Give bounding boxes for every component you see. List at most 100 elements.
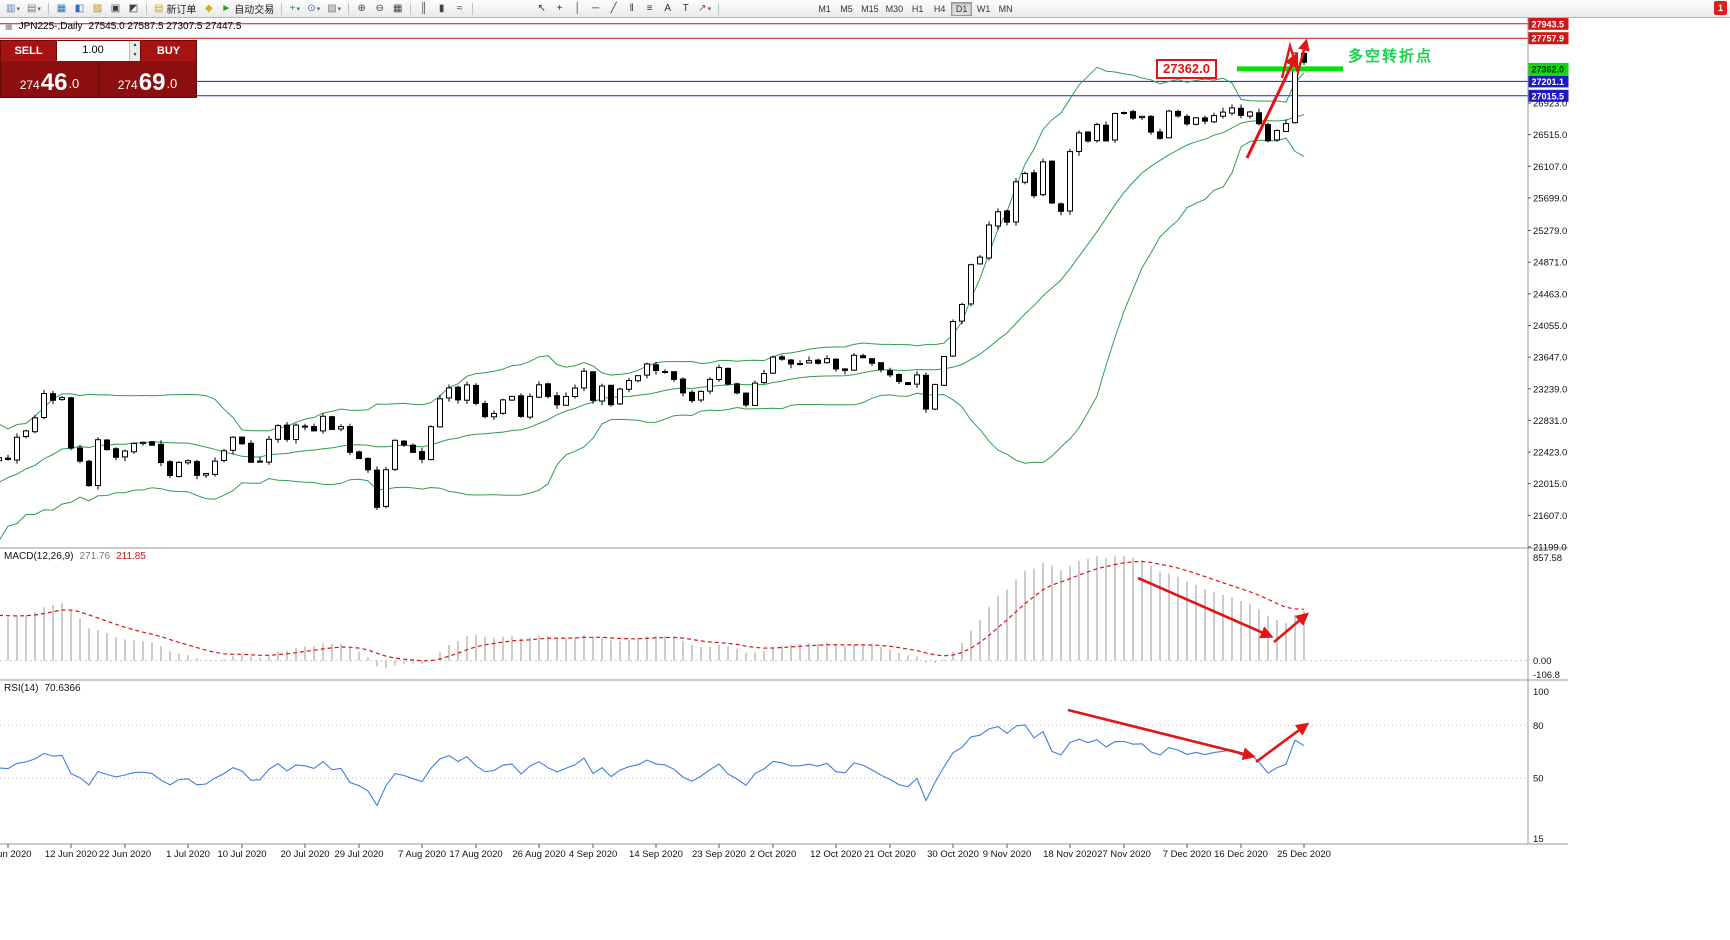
timeframe-d1[interactable]: D1 (951, 1, 973, 16)
metaeditor-icon-glyph: ◆ (205, 3, 213, 14)
arrows-icon[interactable]: ↗ ▾ (695, 1, 714, 16)
timeframe-w1[interactable]: W1 (976, 3, 991, 14)
fibonacci-icon-glyph: ≡ (646, 3, 653, 14)
timeframe-h1[interactable]: H1 (911, 3, 924, 14)
toolbar-separator (281, 2, 283, 15)
svg-text:1 Jul 2020: 1 Jul 2020 (166, 849, 210, 860)
buy-button[interactable]: BUY (140, 41, 196, 61)
navigator-icon[interactable]: ▨ (89, 1, 106, 16)
buy-price[interactable]: 274 69 .0 (99, 61, 196, 97)
fibonacci-icon[interactable]: ≡ (641, 1, 658, 16)
metaeditor-icon[interactable]: ◆ (200, 1, 217, 16)
rsi-name: RSI(14) (4, 683, 39, 694)
new-order-button[interactable]: ▤ 新订单 (151, 1, 199, 16)
new-chart-icon[interactable]: ▥ ▾ (3, 1, 23, 16)
svg-text:26107.0: 26107.0 (1533, 162, 1567, 173)
price-flag-label[interactable]: 27362.0 (1156, 59, 1217, 79)
data-window-icon[interactable]: ◧ (71, 1, 88, 16)
dropdown-caret-icon[interactable]: ▾ (296, 5, 300, 13)
market-watch-icon[interactable]: ▦ (53, 1, 70, 16)
volume-value[interactable]: 1.00 (82, 44, 104, 56)
timeframe-m30[interactable]: M30 (885, 3, 904, 14)
turning-point-note[interactable]: 多空转折点 (1348, 48, 1434, 65)
volume-down-icon[interactable]: ▾ (130, 51, 140, 61)
notification-badge[interactable]: 1 (1714, 1, 1727, 15)
text-icon[interactable]: A (659, 1, 676, 16)
terminal-icon[interactable]: ▣ (107, 1, 124, 16)
candlestick-chart-icon[interactable]: ▮ (433, 1, 450, 16)
trendline-icon-glyph: ╱ (610, 3, 617, 14)
sell-price[interactable]: 274 46 .0 (1, 61, 98, 97)
volume-field[interactable]: 1.00 ▴ ▾ (57, 41, 140, 61)
trendline-icon[interactable]: ╱ (605, 1, 622, 16)
svg-text:24871.0: 24871.0 (1533, 258, 1567, 269)
cursor-icon[interactable]: ↖ (533, 1, 550, 16)
chart-area[interactable]: 26923.0 26515.0 26107.0 25699.0 25279.0 24871… (0, 17, 1730, 940)
zoom-out-icon[interactable]: ⊖ (371, 1, 388, 16)
svg-text:24055.0: 24055.0 (1533, 321, 1567, 332)
volume-up-icon[interactable]: ▴ (130, 41, 140, 51)
svg-text:12 Jun 2020: 12 Jun 2020 (45, 849, 97, 860)
vertical-line-icon[interactable]: │ (569, 1, 586, 16)
svg-text:27 Nov 2020: 27 Nov 2020 (1097, 849, 1151, 860)
channel-icon[interactable]: ‖ (623, 1, 640, 16)
buy-price-prefix: 274 (117, 78, 138, 93)
rsi-indicator-label: RSI(14) 70.6366 (4, 683, 81, 694)
vertical-line-icon-glyph: │ (574, 3, 581, 14)
toolbar-separator (145, 2, 147, 15)
templates-icon-glyph: ▧ (327, 3, 337, 14)
rsi-value: 70.6366 (44, 683, 81, 694)
macd-indicator-label: MACD(12,26,9) 271.76 211.85 (4, 551, 146, 562)
svg-text:21607.0: 21607.0 (1533, 511, 1567, 522)
text-label-icon[interactable]: T (677, 1, 694, 16)
line-chart-icon[interactable]: ≈ (451, 1, 468, 16)
svg-text:18 Nov 2020: 18 Nov 2020 (1043, 849, 1097, 860)
svg-text:22 Jun 2020: 22 Jun 2020 (99, 849, 151, 860)
timeframe-m5[interactable]: M5 (840, 3, 853, 14)
timeframe-h4[interactable]: H4 (933, 3, 946, 14)
dropdown-caret-icon[interactable]: ▾ (316, 5, 321, 13)
timeframe-m15[interactable]: M15 (861, 3, 879, 14)
cursor-icon-glyph: ↖ (537, 3, 546, 14)
sell-price-suffix: .0 (68, 76, 80, 92)
price-axis-labels: 26923.0 26515.0 26107.0 25699.0 25279.0 24871… (1528, 99, 1567, 554)
dropdown-caret-icon[interactable]: ▾ (37, 5, 41, 13)
horizontal-line-icon[interactable]: ─ (587, 1, 604, 16)
ohlc-bars-icon[interactable]: ║ (415, 1, 432, 16)
rsi-scale-labels: 100 80 50 15 (1533, 687, 1549, 845)
templates-icon[interactable]: ▧ ▾ (324, 1, 344, 16)
indicators-icon[interactable]: + ▾ (286, 1, 303, 16)
svg-text:27943.5: 27943.5 (1532, 19, 1565, 29)
profiles-icon-glyph: ▤ (26, 3, 37, 14)
svg-text:9 Nov 2020: 9 Nov 2020 (983, 849, 1032, 860)
dropdown-caret-icon[interactable]: ▾ (707, 5, 712, 13)
profiles-icon[interactable]: ▤ ▾ (24, 1, 44, 16)
toolbar: ▥ ▾ ▤ ▾ ▦ ◧ ▨ ▣ ◩ ▤ 新订单 ◆ ► 自动交易 + ▾ ⊙ ▾ ▧ ▾ ⊕ ⊖ ▦ ║ ▮ ≈ ↖ + │ ─ ╱ ‖ ≡ A T… (0, 0, 1730, 18)
text-label-icon-glyph: T (682, 3, 689, 14)
svg-text:22015.0: 22015.0 (1533, 479, 1567, 490)
periods-icon[interactable]: ⊙ ▾ (304, 1, 323, 16)
svg-text:2 Jun 2020: 2 Jun 2020 (0, 849, 32, 860)
timeframe-mn[interactable]: MN (998, 3, 1013, 14)
auto-trading-button[interactable]: ► 自动交易 (218, 1, 277, 16)
auto-trading-button-label: 自动交易 (234, 5, 275, 16)
svg-text:24463.0: 24463.0 (1533, 289, 1567, 300)
tile-windows-icon[interactable]: ▦ (389, 1, 406, 16)
svg-text:4 Sep 2020: 4 Sep 2020 (569, 849, 618, 860)
svg-text:25279.0: 25279.0 (1533, 226, 1567, 237)
dropdown-caret-icon[interactable]: ▾ (16, 5, 20, 13)
indicators-icon-glyph: + (289, 3, 296, 14)
crosshair-icon[interactable]: + (551, 1, 568, 16)
sell-button[interactable]: SELL (1, 41, 57, 61)
zoom-in-icon[interactable]: ⊕ (353, 1, 370, 16)
dropdown-caret-icon[interactable]: ▾ (337, 5, 342, 13)
timeframe-m1[interactable]: M1 (818, 3, 831, 14)
strategy-tester-icon[interactable]: ◩ (125, 1, 142, 16)
svg-text:16 Dec 2020: 16 Dec 2020 (1214, 849, 1268, 860)
volume-spinner[interactable]: ▴ ▾ (129, 41, 140, 61)
macd-pane (0, 556, 1528, 669)
svg-text:29 Jul 2020: 29 Jul 2020 (334, 849, 383, 860)
toolbar-separator (410, 2, 412, 15)
